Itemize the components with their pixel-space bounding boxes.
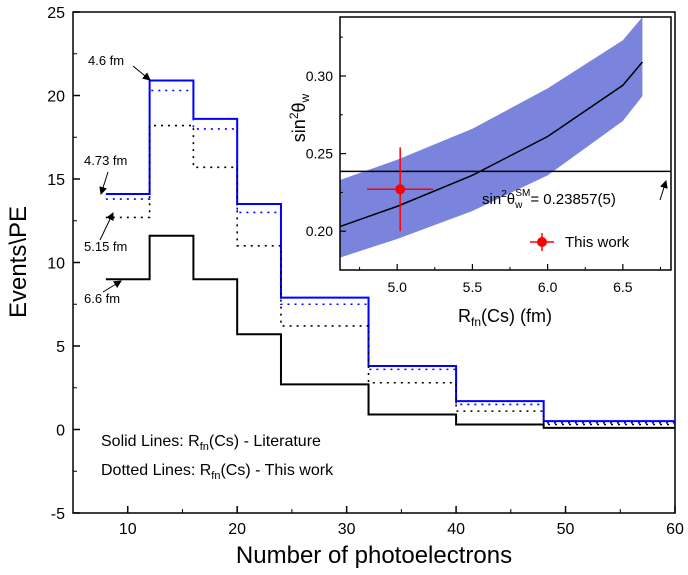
step-series-2	[105, 124, 675, 426]
inset-xlabel-rest: (Cs) (fm)	[481, 306, 552, 326]
legend-solid-text: Solid Lines: R	[101, 433, 200, 450]
series-arrow-5-15	[99, 212, 114, 241]
x-tick-label: 10	[119, 521, 137, 538]
inset-ylabel-sub: w	[298, 93, 312, 103]
legend-dotted-rest: (Cs) - This work	[220, 462, 334, 479]
x-tick-label: 50	[557, 521, 575, 538]
inset-xlabel-main: R	[458, 306, 471, 326]
x-tick-label: 30	[338, 521, 356, 538]
inset-y-tick-label: 0.20	[306, 223, 333, 239]
series-arrow-4-6	[132, 65, 151, 81]
inset-xlabel-sub: fn	[471, 315, 481, 329]
y-tick-label: -5	[51, 506, 65, 523]
inset-legend-marker	[537, 237, 547, 247]
main-axes: 10 20 30 40 50 60 -5 0 5 10 15 20 25	[47, 5, 684, 538]
main-series-group	[105, 79, 675, 429]
sm-label-theta: θ	[507, 191, 515, 208]
y-tick-label: 5	[56, 339, 65, 356]
inset-axes: 5.0 5.5 6.0 6.5 0.20 0.25 0.30	[306, 36, 661, 295]
sm-value-label: sin2θwSM= 0.23857(5)	[482, 188, 616, 211]
inset-ylabel-theta: θ	[289, 102, 309, 112]
sm-label-sm: SM	[515, 188, 530, 199]
inset-ylabel-sup: 2	[287, 112, 301, 119]
inset-y-axis-title: sin2θw	[287, 93, 312, 142]
inset-x-axis-title: Rfn(Cs) (fm)	[458, 306, 552, 329]
y-tick-label: 0	[56, 423, 65, 440]
inset-content	[339, 17, 671, 258]
y-tick-label: 15	[47, 172, 65, 189]
y-tick-label: 10	[47, 256, 65, 273]
x-tick-label: 40	[447, 521, 465, 538]
y-tick-label: 20	[47, 89, 65, 106]
sm-label-value: = 0.23857(5)	[530, 191, 615, 208]
inset-x-tick-label: 6.5	[613, 279, 633, 295]
x-tick-label: 20	[228, 521, 246, 538]
inset-y-tick-label: 0.25	[306, 146, 333, 162]
series-arrow-4-73	[99, 171, 109, 195]
series-label-4-73: 4.73 fm	[84, 153, 127, 168]
legend-dotted-lines: Dotted Lines: Rfn(Cs) - This work	[101, 462, 334, 482]
inset-ylabel-sin: sin	[289, 119, 309, 142]
sm-arrow	[659, 180, 668, 201]
main-y-axis-title: Events\PE	[5, 206, 32, 318]
inset-plot-frame	[339, 16, 672, 271]
legend-solid-rest: (Cs) - Literature	[209, 433, 321, 450]
y-tick-label: 25	[47, 5, 65, 22]
inset-y-tick-label: 0.30	[306, 68, 333, 84]
series-label-4-6: 4.6 fm	[88, 53, 124, 68]
legend-dotted-sub: fn	[211, 470, 220, 482]
series-label-5-15: 5.15 fm	[84, 239, 127, 254]
series-arrow-6-6	[102, 280, 122, 293]
inset-x-tick-label: 5.0	[387, 279, 407, 295]
central-curve	[339, 61, 643, 228]
legend-dotted-text: Dotted Lines: R	[101, 462, 211, 479]
x-tick-label: 60	[666, 521, 684, 538]
sm-label-sin: sin	[482, 191, 501, 208]
inset-x-tick-label: 6.0	[538, 279, 558, 295]
inset-legend-label: This work	[565, 234, 630, 251]
uncertainty-band	[340, 17, 643, 258]
sm-label-sup: 2	[501, 189, 507, 200]
series-label-6-6: 6.6 fm	[84, 291, 120, 306]
step-series-3	[105, 234, 675, 429]
legend-solid-lines: Solid Lines: Rfn(Cs) - Literature	[101, 433, 321, 453]
sm-label-sub: w	[514, 200, 523, 211]
this-work-point	[395, 184, 406, 195]
main-x-axis-title: Number of photoelectrons	[236, 542, 512, 569]
inset-x-tick-label: 5.5	[463, 279, 483, 295]
legend-solid-sub: fn	[200, 441, 209, 453]
